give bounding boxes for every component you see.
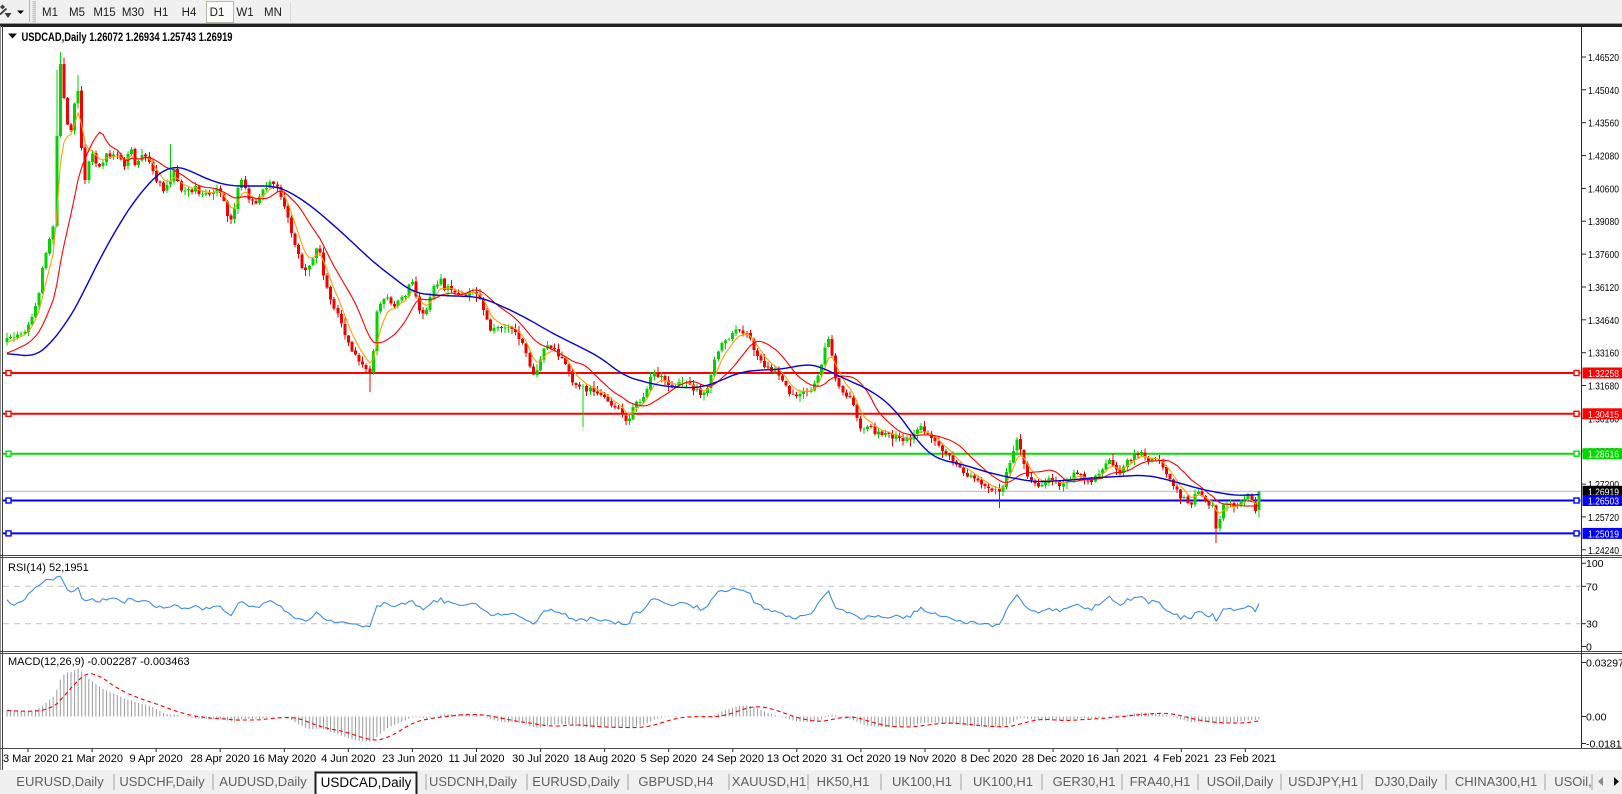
svg-text:24 Sep 2020: 24 Sep 2020 [702, 753, 764, 765]
svg-text:USDCHF,Daily: USDCHF,Daily [119, 774, 205, 789]
svg-text:28 Dec 2020: 28 Dec 2020 [1022, 753, 1084, 765]
svg-text:11 Jul 2020: 11 Jul 2020 [448, 753, 504, 765]
svg-text:1.36120: 1.36120 [1588, 282, 1619, 294]
svg-text:GER30,H1: GER30,H1 [1053, 774, 1116, 789]
svg-text:23 Jun 2020: 23 Jun 2020 [382, 753, 443, 765]
svg-text:M15: M15 [93, 7, 115, 19]
svg-text:13 Oct 2020: 13 Oct 2020 [767, 753, 827, 765]
svg-text:18 Aug 2020: 18 Aug 2020 [574, 753, 636, 765]
svg-text:1.28616: 1.28616 [1588, 449, 1619, 461]
svg-text:UK100,H1: UK100,H1 [892, 774, 952, 789]
svg-text:GBPUSD,H4: GBPUSD,H4 [638, 774, 713, 789]
svg-text:USDJPY,H1: USDJPY,H1 [1288, 774, 1358, 789]
svg-text:1.43560: 1.43560 [1588, 118, 1619, 130]
svg-text:H1: H1 [154, 7, 169, 19]
svg-text:HK50,H1: HK50,H1 [817, 774, 870, 789]
svg-text:1.30415: 1.30415 [1588, 409, 1619, 421]
svg-text:M30: M30 [122, 7, 144, 19]
svg-text:UK100,H1: UK100,H1 [973, 774, 1033, 789]
svg-text:USDCAD,Daily 1.26072 1.26934: USDCAD,Daily 1.26072 1.26934 1.25743 1.2… [22, 30, 233, 44]
svg-text:DJ30,Daily: DJ30,Daily [1375, 774, 1438, 789]
svg-text:30 Jul 2020: 30 Jul 2020 [512, 753, 569, 765]
svg-text:MN: MN [264, 7, 282, 19]
svg-text:1.37600: 1.37600 [1588, 249, 1619, 261]
svg-text:W1: W1 [236, 7, 253, 19]
svg-text:XAUUSD,H1: XAUUSD,H1 [732, 774, 806, 789]
svg-text:0.032972: 0.032972 [1586, 658, 1622, 670]
svg-text:1.39080: 1.39080 [1588, 216, 1619, 228]
svg-text:USOil,Daily: USOil,Daily [1207, 774, 1274, 789]
svg-text:1.25019: 1.25019 [1588, 528, 1619, 540]
svg-text:1.25720: 1.25720 [1588, 512, 1619, 524]
svg-text:30: 30 [1586, 619, 1598, 631]
svg-text:1.42080: 1.42080 [1588, 151, 1619, 163]
svg-text:4 Feb 2021: 4 Feb 2021 [1153, 753, 1209, 765]
svg-text:70: 70 [1586, 581, 1598, 593]
svg-text:D1: D1 [210, 7, 225, 19]
svg-text:RSI(14) 52,1951: RSI(14) 52,1951 [8, 562, 89, 574]
svg-text:1.34640: 1.34640 [1588, 315, 1619, 327]
svg-text:9 Apr 2020: 9 Apr 2020 [129, 753, 182, 765]
svg-text:28 Apr 2020: 28 Apr 2020 [191, 753, 250, 765]
svg-text:31 Oct 2020: 31 Oct 2020 [831, 753, 891, 765]
svg-text:EURUSD,Daily: EURUSD,Daily [16, 774, 104, 789]
svg-text:1.45040: 1.45040 [1588, 85, 1619, 97]
svg-text:1.26503: 1.26503 [1588, 496, 1619, 508]
svg-text:-0.018154: -0.018154 [1586, 739, 1622, 751]
svg-text:1.40600: 1.40600 [1588, 183, 1619, 195]
svg-text:M1: M1 [42, 7, 58, 19]
svg-text:FRA40,H1: FRA40,H1 [1130, 774, 1191, 789]
svg-text:4 Jun 2020: 4 Jun 2020 [321, 753, 375, 765]
svg-text:16 May 2020: 16 May 2020 [252, 753, 316, 765]
svg-text:19 Nov 2020: 19 Nov 2020 [894, 753, 956, 765]
svg-text:H4: H4 [182, 7, 197, 19]
svg-text:USOil,: USOil, [1554, 774, 1592, 789]
svg-text:1.24240: 1.24240 [1588, 545, 1619, 557]
svg-text:0.00: 0.00 [1586, 712, 1607, 724]
svg-text:3 Mar 2020: 3 Mar 2020 [3, 753, 59, 765]
svg-text:1.33160: 1.33160 [1588, 348, 1619, 360]
svg-text:1.46520: 1.46520 [1588, 52, 1619, 64]
svg-text:CHINA300,H1: CHINA300,H1 [1455, 774, 1537, 789]
svg-text:5 Sep 2020: 5 Sep 2020 [641, 753, 697, 765]
svg-text:USDCNH,Daily: USDCNH,Daily [429, 774, 518, 789]
svg-text:1.32258: 1.32258 [1588, 368, 1619, 380]
svg-text:USDCAD,Daily: USDCAD,Daily [321, 775, 412, 790]
svg-text:AUDUSD,Daily: AUDUSD,Daily [219, 774, 307, 789]
svg-text:8 Dec 2020: 8 Dec 2020 [961, 753, 1017, 765]
svg-text:16 Jan 2021: 16 Jan 2021 [1087, 753, 1148, 765]
svg-text:1.31680: 1.31680 [1588, 381, 1619, 393]
svg-text:0: 0 [1586, 642, 1592, 654]
svg-text:MACD(12,26,9) -0.002287 -0.003: MACD(12,26,9) -0.002287 -0.003463 [8, 656, 190, 668]
svg-text:21 Mar 2020: 21 Mar 2020 [61, 753, 123, 765]
svg-text:100: 100 [1586, 558, 1604, 570]
svg-text:M5: M5 [69, 7, 85, 19]
svg-text:23 Feb 2021: 23 Feb 2021 [1214, 753, 1276, 765]
svg-text:EURUSD,Daily: EURUSD,Daily [532, 774, 620, 789]
